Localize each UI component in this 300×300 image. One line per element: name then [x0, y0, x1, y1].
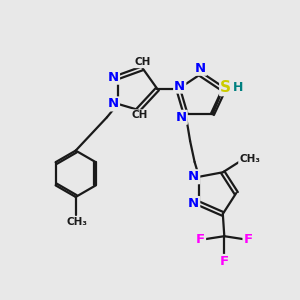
Text: N: N	[174, 80, 185, 93]
Text: CH: CH	[131, 110, 148, 120]
Text: N: N	[188, 197, 199, 210]
Text: N: N	[223, 81, 234, 94]
Text: H: H	[232, 81, 243, 94]
Text: CH₃: CH₃	[239, 154, 260, 164]
Text: F: F	[244, 233, 253, 246]
Text: N: N	[188, 170, 199, 183]
Text: N: N	[108, 98, 119, 110]
Text: S: S	[220, 80, 231, 95]
Text: CH: CH	[134, 57, 151, 67]
Text: N: N	[108, 71, 119, 84]
Text: CH₃: CH₃	[67, 217, 88, 227]
Text: F: F	[220, 255, 229, 268]
Text: N: N	[176, 111, 187, 124]
Text: F: F	[196, 233, 205, 246]
Text: N: N	[195, 62, 206, 75]
